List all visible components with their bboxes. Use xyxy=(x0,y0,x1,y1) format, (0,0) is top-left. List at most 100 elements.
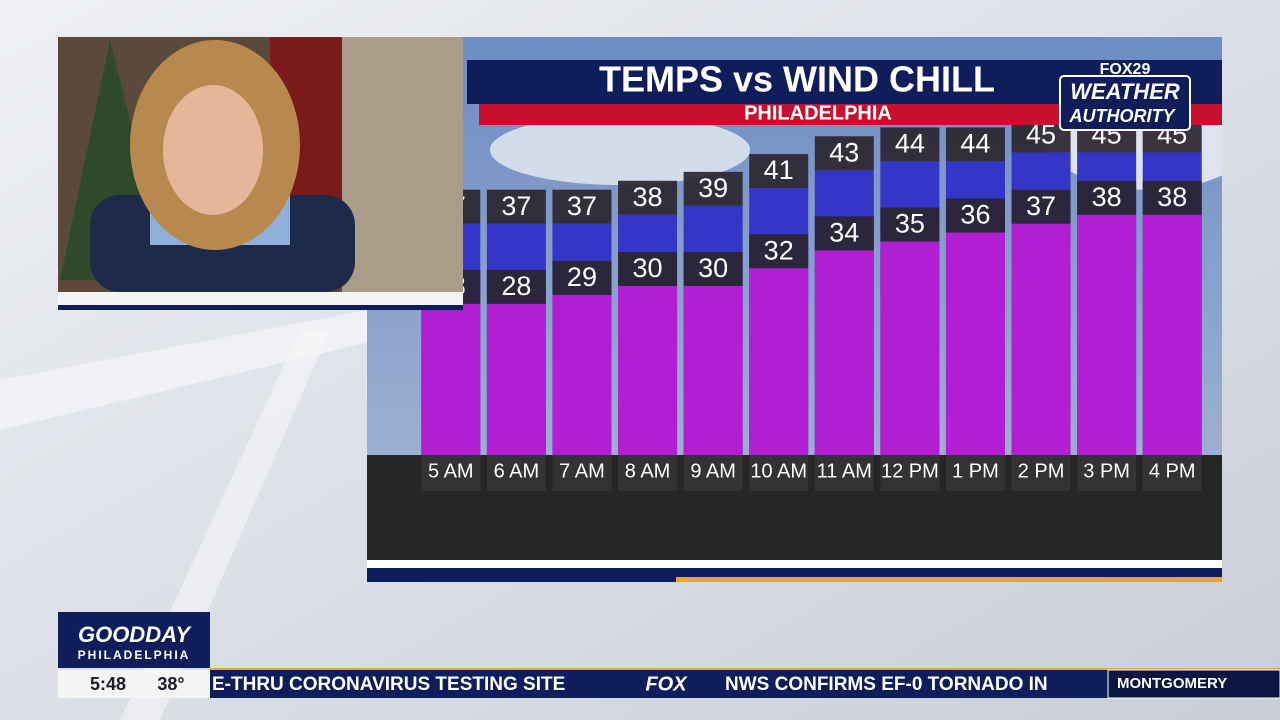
ticker-tag: MONTGOMERY xyxy=(1117,675,1227,692)
value-label-box xyxy=(814,136,874,171)
value-label-box xyxy=(683,171,743,206)
value-label: 29 xyxy=(567,262,597,292)
ticker-text: NWS CONFIRMS EF-0 TORNADO IN xyxy=(725,674,1048,695)
x-tick-label: 9 AM xyxy=(690,460,736,482)
value-label: 37 xyxy=(1026,191,1056,221)
value-label: 32 xyxy=(764,235,794,265)
value-label: 35 xyxy=(895,209,925,239)
bar xyxy=(618,285,678,455)
bar xyxy=(552,294,612,455)
x-tick-label: 4 PM xyxy=(1149,460,1196,482)
show-name: GOODDAY xyxy=(78,622,192,647)
bar xyxy=(749,268,809,455)
category-box xyxy=(1077,455,1137,491)
bar xyxy=(486,303,546,455)
value-label: 44 xyxy=(895,129,925,159)
value-label-box xyxy=(552,260,612,295)
x-tick-label: 11 AM xyxy=(817,460,872,482)
value-label-box xyxy=(749,154,809,189)
value-label-box xyxy=(945,127,1005,162)
value-label-box xyxy=(552,189,612,224)
x-tick-label: 10 AM xyxy=(750,460,807,482)
value-label: 38 xyxy=(1092,182,1122,212)
value-label-box xyxy=(945,198,1005,233)
video-stripe xyxy=(58,292,463,305)
bar xyxy=(1011,223,1071,455)
person-face xyxy=(163,85,263,215)
bar xyxy=(683,285,743,455)
panel-stripe xyxy=(367,568,1222,577)
progress-bar xyxy=(676,577,1222,582)
category-box xyxy=(749,455,809,491)
x-tick-label: 1 PM xyxy=(952,460,999,482)
value-label: 36 xyxy=(960,200,990,230)
category-box xyxy=(552,455,612,491)
category-box xyxy=(945,455,1005,491)
chart-subtitle: PHILADELPHIA xyxy=(744,102,892,124)
ticker-line xyxy=(210,668,1280,670)
bar xyxy=(814,250,874,455)
x-tick-label: 2 PM xyxy=(1018,460,1065,482)
value-label: 38 xyxy=(1157,182,1187,212)
ticker: E-THRU CORONAVIRUS TESTING SITE FOX NWS … xyxy=(210,668,1280,699)
x-tick-label: 3 PM xyxy=(1083,460,1130,482)
chart-title: TEMPS vs WIND CHILL xyxy=(599,59,995,100)
value-label-box xyxy=(1077,180,1137,215)
bar xyxy=(421,303,481,455)
clock-temp: 38° xyxy=(157,674,184,694)
value-label-box xyxy=(683,251,743,286)
value-label-box xyxy=(880,207,940,242)
category-box xyxy=(814,455,874,491)
value-label: 37 xyxy=(567,191,597,221)
x-tick-label: 12 PM xyxy=(881,460,939,482)
category-box xyxy=(486,455,546,491)
ticker-bar xyxy=(210,670,1280,698)
show-city: PHILADELPHIA xyxy=(78,648,191,662)
panel-stripe xyxy=(367,560,1222,568)
value-label-box xyxy=(1142,180,1202,215)
x-tick-label: 8 AM xyxy=(625,460,671,482)
value-label-box xyxy=(880,127,940,162)
ticker-text: E-THRU CORONAVIRUS TESTING SITE xyxy=(212,674,565,695)
bar xyxy=(1142,214,1202,455)
clock-time: 5:48 xyxy=(90,674,126,694)
category-box xyxy=(618,455,678,491)
logo-box xyxy=(1059,75,1191,131)
x-tick-label: 6 AM xyxy=(494,460,540,482)
ticker-tag-box xyxy=(1107,669,1280,699)
value-label-box xyxy=(814,216,874,251)
cloud xyxy=(490,115,750,185)
category-box xyxy=(1142,455,1202,491)
value-label: 38 xyxy=(633,182,663,212)
logo-line: AUTHORITY xyxy=(1069,106,1177,126)
value-label-box xyxy=(1011,189,1071,224)
category-box xyxy=(683,455,743,491)
clock-box xyxy=(58,670,210,698)
value-label: 30 xyxy=(633,253,663,283)
value-label: 44 xyxy=(960,129,990,159)
value-label: 34 xyxy=(829,217,859,247)
ticker-brand: FOX xyxy=(645,673,688,695)
value-label-box xyxy=(749,234,809,269)
value-label: 30 xyxy=(698,253,728,283)
value-label-box xyxy=(618,251,678,286)
category-box xyxy=(1011,455,1071,491)
value-label: 41 xyxy=(764,155,794,185)
subtitle-band xyxy=(479,104,1222,125)
show-logo-box xyxy=(58,612,210,668)
progress-bar xyxy=(367,577,676,582)
logo-line: WEATHER xyxy=(1070,79,1180,104)
value-label: 39 xyxy=(698,173,728,203)
show-logo: GOODDAY PHILADELPHIA 5:48 38° xyxy=(58,612,210,698)
category-box xyxy=(421,455,481,491)
x-tick-label: 7 AM xyxy=(559,460,605,482)
video-stripe xyxy=(58,305,463,310)
value-label-box xyxy=(618,180,678,215)
bar xyxy=(945,232,1005,455)
x-tick-label: 5 AM xyxy=(428,460,474,482)
logo-station: FOX29 xyxy=(1100,61,1151,78)
value-label: 37 xyxy=(501,191,531,221)
